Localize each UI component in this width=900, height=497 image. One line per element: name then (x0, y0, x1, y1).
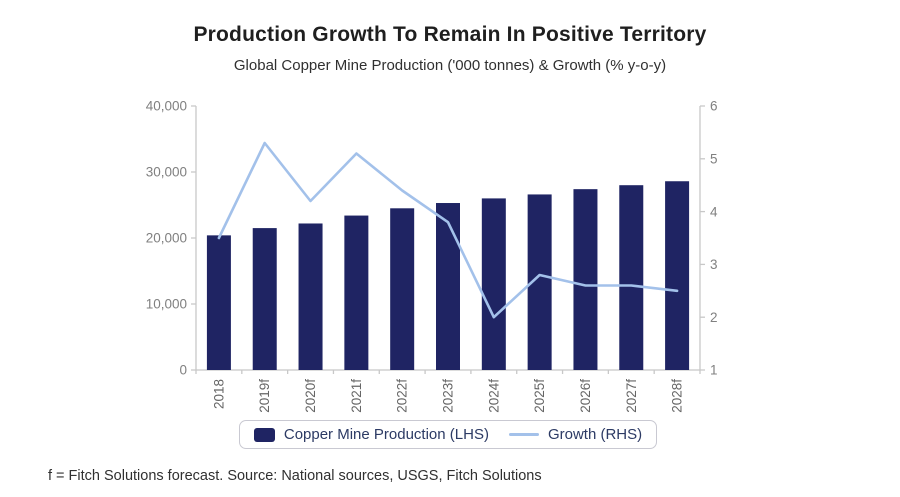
svg-text:2019f: 2019f (257, 379, 272, 413)
svg-text:10,000: 10,000 (146, 297, 187, 312)
legend: Copper Mine Production (LHS) Growth (RHS… (238, 420, 658, 449)
svg-text:0: 0 (179, 363, 187, 378)
line-series-swatch-icon (508, 433, 539, 436)
svg-text:2: 2 (710, 310, 718, 325)
bar-2020f (298, 223, 323, 370)
legend-container: Copper Mine Production (LHS) Growth (RHS… (196, 420, 700, 449)
svg-text:2025f: 2025f (532, 379, 547, 413)
bar-2019f (252, 228, 277, 370)
chart-title: Production Growth To Remain In Positive … (193, 23, 707, 46)
svg-text:2028f: 2028f (670, 379, 685, 413)
svg-text:30,000: 30,000 (146, 165, 187, 180)
svg-text:2018: 2018 (211, 379, 226, 409)
svg-text:2026f: 2026f (578, 379, 593, 413)
svg-text:2027f: 2027f (624, 379, 639, 413)
bars-group (206, 181, 690, 370)
chart-plot-area: 0 10,000 20,000 30,000 40,000 1 2 3 4 5 6 2018 2019f… (146, 99, 718, 413)
growth-line (217, 141, 679, 319)
bar-2028f (665, 181, 690, 370)
svg-text:2024f: 2024f (486, 379, 501, 413)
right-axis-labels: 1 2 3 4 5 6 (700, 99, 718, 378)
bar-2026f (573, 189, 598, 370)
bar-series-label: Copper Mine Production (LHS) (283, 426, 489, 443)
line-series-label: Growth (RHS) (547, 426, 643, 443)
bar-series-swatch-icon (253, 427, 275, 442)
svg-text:2020f: 2020f (303, 379, 318, 413)
svg-text:6: 6 (710, 99, 718, 114)
chart-subtitle: Global Copper Mine Production ('000 tonn… (233, 57, 667, 74)
svg-text:2022f: 2022f (395, 379, 410, 413)
bar-2024f (481, 198, 506, 370)
svg-text:2021f: 2021f (349, 379, 364, 413)
bar-2022f (390, 208, 415, 370)
bar-2021f (344, 215, 369, 370)
svg-text:5: 5 (710, 152, 718, 167)
svg-text:4: 4 (710, 204, 718, 219)
svg-text:1: 1 (710, 363, 718, 378)
x-axis-ticks (195, 370, 701, 374)
bar-2018 (206, 235, 231, 370)
svg-text:2023f: 2023f (441, 379, 456, 413)
bar-2023f (436, 203, 460, 370)
x-axis-labels: 2018 2019f 2020f 2021f 2022f 2023f 2024f 2025f 2… (211, 379, 684, 413)
svg-text:3: 3 (710, 257, 718, 272)
bar-2027f (619, 185, 644, 370)
svg-text:20,000: 20,000 (146, 231, 187, 246)
left-axis-labels: 0 10,000 20,000 30,000 40,000 (146, 99, 196, 378)
svg-text:40,000: 40,000 (146, 99, 187, 114)
source-footnote: f = Fitch Solutions forecast. Source: Na… (48, 468, 542, 484)
